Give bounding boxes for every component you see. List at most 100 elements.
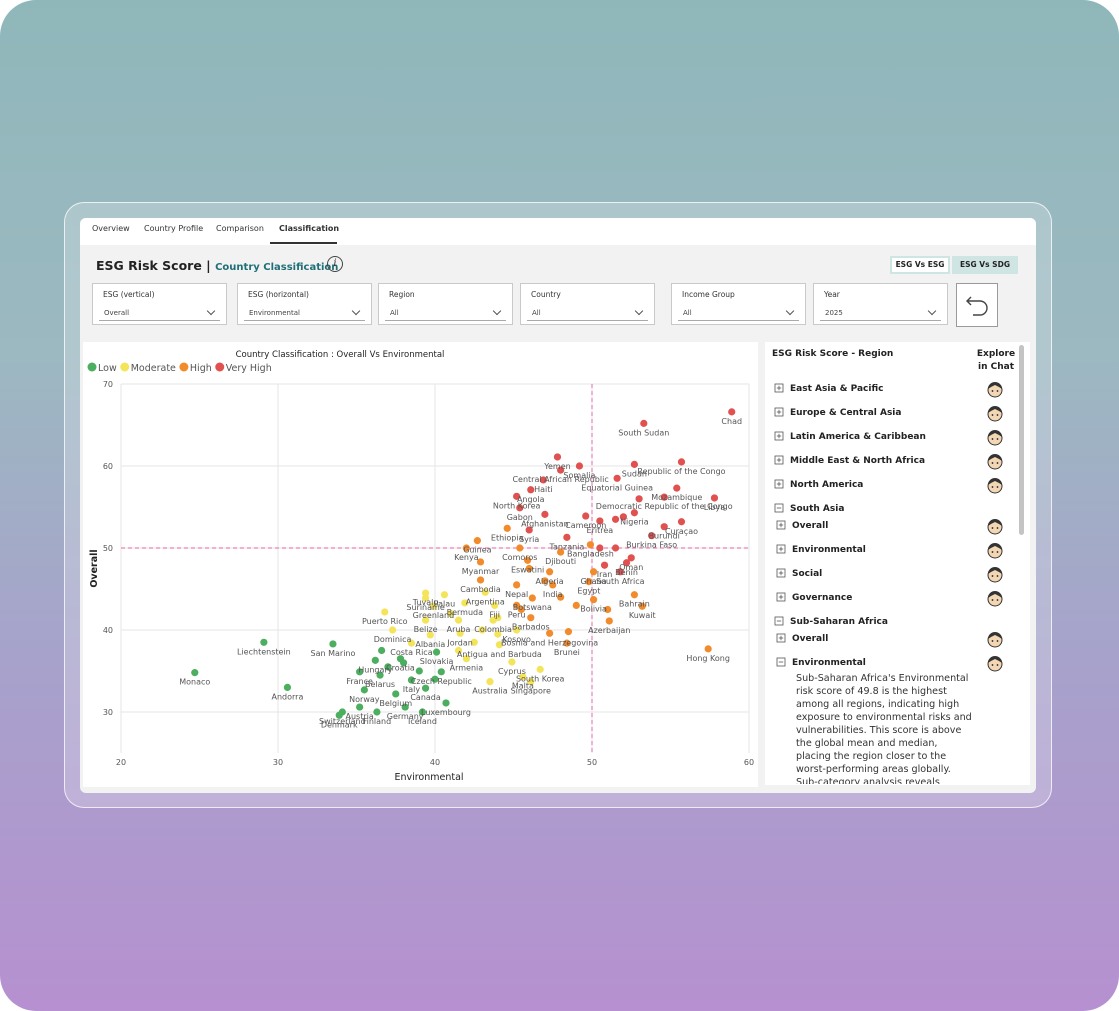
tab[interactable]: Comparison [216,224,264,233]
point-label: Australia [472,687,507,696]
point [447,610,455,618]
expander [776,633,786,643]
icon-eye [996,414,999,416]
chat-icon[interactable] [987,478,1003,494]
point [516,504,524,512]
filter[interactable]: Year 2025 [813,283,948,325]
point-label: Cambodia [460,585,501,594]
point [630,591,638,599]
point-label: Liechtenstein [237,647,291,656]
tree-item[interactable]: Sub-Saharan Africa [774,616,888,627]
filter[interactable]: Country All [520,283,655,325]
tree-item[interactable]: South Asia [774,503,844,514]
tab[interactable]: Classification [279,224,340,233]
tree-item[interactable]: Environmental [776,544,866,555]
chat-icon[interactable] [987,543,1003,559]
chat-icon[interactable] [987,454,1003,470]
chat-icon[interactable] [987,519,1003,535]
tree-item[interactable]: Governance [776,592,852,603]
info-icon[interactable]: i [327,256,343,272]
tree-item[interactable]: Latin America & Caribbean [774,431,926,442]
point-label: Puerto Rico [362,617,408,626]
point-label: Azerbaijan [588,626,630,635]
icon-eye [996,599,999,601]
point [710,494,719,502]
point-label: Jordan [446,638,472,647]
filter-value[interactable]: All [678,306,799,321]
tab[interactable]: Overview [92,224,130,233]
point [527,486,535,494]
chat-icon[interactable] [987,591,1003,607]
point [536,665,544,673]
point [589,596,598,604]
tree-item[interactable]: Europe & Central Asia [774,407,901,418]
point-label: Dominica [374,635,412,644]
point [563,533,571,541]
tree-label: North America [790,480,863,490]
point [513,581,521,589]
filter-value[interactable]: Environmental [244,306,365,321]
point [481,588,489,596]
tree-item[interactable]: North America [774,479,863,490]
point-label: Benin [615,568,638,577]
tab[interactable]: Country Profile [144,224,204,233]
filter[interactable]: ESG (vertical) Overall [92,283,227,325]
point-label: Gabon [507,513,533,522]
filter-label: ESG (vertical) [103,290,155,299]
filter[interactable]: Region All [378,283,513,325]
filter-value[interactable]: All [527,306,648,321]
point-label: Egypt [577,587,600,596]
back-icon [966,296,988,316]
filter-value[interactable]: 2025 [820,306,941,321]
point [564,628,573,636]
point-label: Mozambique [651,493,702,502]
point [431,675,439,683]
point-label: Belarus [365,680,395,689]
chat-icon[interactable] [987,406,1003,422]
chat-icon[interactable] [987,567,1003,583]
icon-hair [988,543,1002,550]
point-label: Burkina Faso [626,541,677,550]
icon-eye [991,390,994,392]
chat-icon[interactable] [987,430,1003,446]
point [619,513,628,521]
point [596,544,604,552]
filter[interactable]: Income Group All [671,283,806,325]
chat-icon[interactable] [987,656,1003,672]
point-label: Democratic Republic of the Congo [596,502,733,511]
chat-icon[interactable] [987,632,1003,648]
point [600,561,609,569]
filter-value[interactable]: Overall [99,306,220,321]
tree-item[interactable]: Overall [776,633,828,644]
filter-label: Year [824,290,840,299]
filter[interactable]: ESG (horizontal) Environmental [237,283,372,325]
point [356,703,364,711]
point [677,458,686,466]
icon-eye [996,462,999,464]
chat-icon[interactable] [987,382,1003,398]
back-button[interactable] [956,283,998,327]
point [470,638,478,646]
tree-item[interactable]: East Asia & Pacific [774,383,883,394]
icon-eye [991,462,994,464]
toggle-button[interactable]: ESG Vs ESG [890,256,950,274]
point-label: Belgium [379,699,412,708]
tree-item[interactable]: Middle East & North Africa [774,455,925,466]
toggle-button[interactable]: ESG Vs SDG [952,256,1018,274]
icon-eye [996,390,999,392]
point [704,645,712,653]
point-label: Angola [517,495,545,504]
point-label: Monaco [179,678,210,687]
point-label: Armenia [450,664,484,673]
filter-value[interactable]: All [385,306,506,321]
legend-marker [215,362,225,372]
tree-item[interactable]: Overall [776,520,828,531]
tree-item[interactable]: Environmental [776,657,866,668]
point-label: Cameroon [565,521,606,530]
point-label: Yemen [543,462,571,471]
point-label: Ghana [580,577,606,586]
icon-eye [991,551,994,553]
tree-item[interactable]: Social [776,568,822,579]
point [611,515,620,523]
icon-eye [991,438,994,440]
